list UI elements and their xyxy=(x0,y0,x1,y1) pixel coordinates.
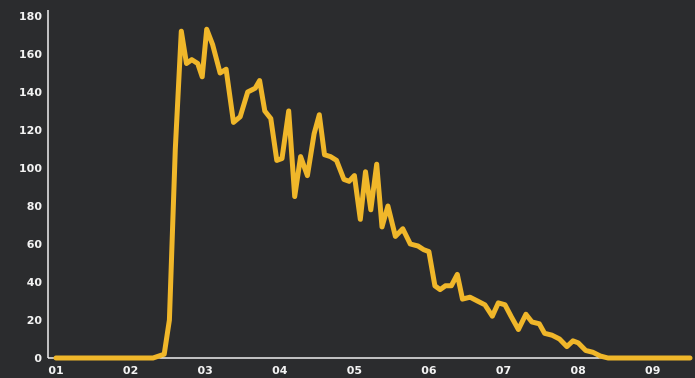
x-tick-label: 09 xyxy=(645,364,660,377)
y-tick-label: 40 xyxy=(27,276,43,289)
x-tick-label: 04 xyxy=(272,364,288,377)
y-tick-label: 160 xyxy=(19,48,42,61)
y-tick-label: 20 xyxy=(27,314,43,327)
y-tick-label: 180 xyxy=(19,10,42,23)
x-tick-label: 03 xyxy=(198,364,213,377)
x-tick-label: 07 xyxy=(496,364,511,377)
x-axis: 01 02 03 04 05 06 07 08 09 xyxy=(48,357,690,377)
y-tick-label: 100 xyxy=(19,162,42,175)
y-tick-label: 140 xyxy=(19,86,42,99)
x-tick-label: 06 xyxy=(421,364,437,377)
x-tick-label: 05 xyxy=(347,364,362,377)
y-axis: 0 20 40 60 80 100 120 140 160 180 xyxy=(19,10,49,365)
x-tick-label: 02 xyxy=(123,364,138,377)
y-tick-label: 60 xyxy=(27,238,43,251)
y-tick-label: 80 xyxy=(27,200,43,213)
x-tick-label: 01 xyxy=(48,364,63,377)
y-tick-label: 120 xyxy=(19,124,42,137)
series-line xyxy=(53,26,693,361)
series-layer xyxy=(53,26,693,361)
y-tick-label: 0 xyxy=(34,352,42,365)
x-tick-label: 08 xyxy=(570,364,585,377)
